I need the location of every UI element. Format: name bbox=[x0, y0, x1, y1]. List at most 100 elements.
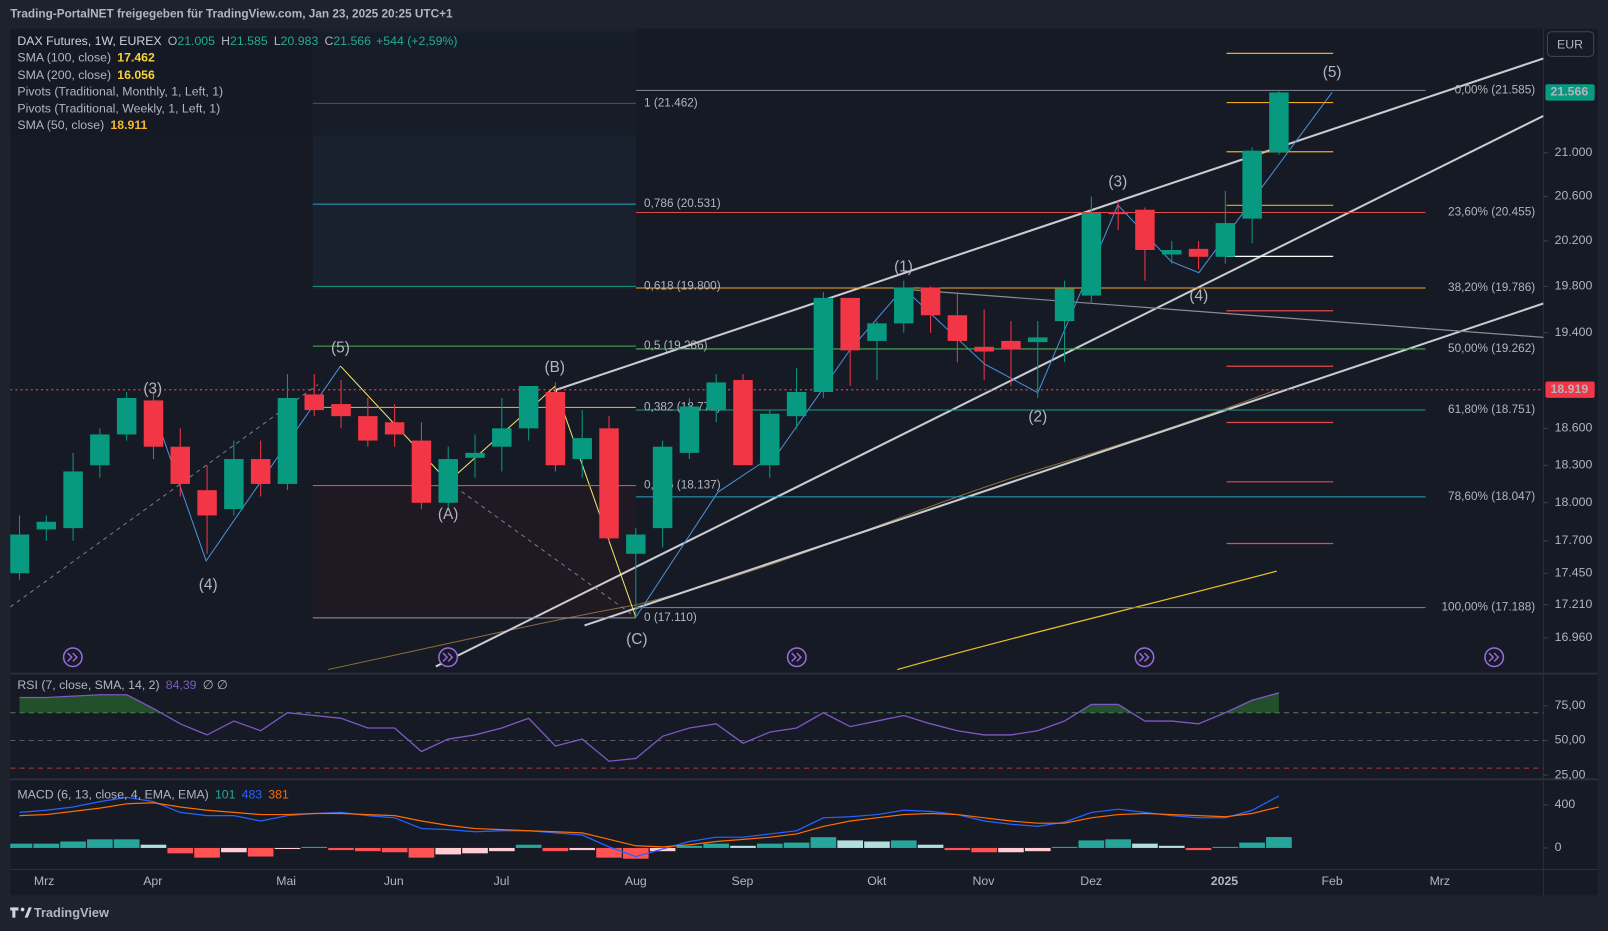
event-icon[interactable] bbox=[438, 647, 459, 668]
y-tick-label: 20.200 bbox=[1555, 233, 1593, 247]
candle-body bbox=[1028, 337, 1048, 343]
indicator-value: 16.056 bbox=[117, 68, 155, 82]
candle-body bbox=[599, 428, 619, 539]
x-tick-label: Jun bbox=[384, 874, 404, 888]
macd-value: 483 bbox=[242, 788, 263, 802]
y-tick-label: 18.600 bbox=[1555, 421, 1593, 435]
macd-value: 381 bbox=[268, 788, 289, 802]
x-tick-label: Feb bbox=[1322, 874, 1343, 888]
fib-label: 0,618 (19.800) bbox=[644, 280, 721, 293]
macd-histogram-bar bbox=[783, 842, 810, 848]
rsi-overbought-fill bbox=[19, 692, 1279, 713]
y-tick-label: 20.600 bbox=[1555, 189, 1593, 203]
macd-histogram-bar bbox=[890, 840, 917, 848]
main-pane: 0,00% (21.585) 23,60% (20.455) 38,20% (19.… bbox=[10, 28, 1544, 671]
macd-histogram-bar bbox=[596, 847, 622, 858]
macd-histogram-bar bbox=[1132, 843, 1158, 848]
x-tick-label: Mrz bbox=[34, 874, 55, 888]
macd-histogram-bar bbox=[1105, 839, 1131, 848]
candle-body bbox=[197, 490, 217, 516]
indicator-name: SMA (200, close) bbox=[17, 68, 111, 82]
wave-label: (4) bbox=[1189, 287, 1208, 304]
event-icon-arrows bbox=[791, 652, 802, 662]
y-tick-label: 18.000 bbox=[1555, 495, 1593, 509]
candle-body bbox=[1269, 92, 1289, 153]
wave-label: (5) bbox=[331, 340, 350, 357]
currency[interactable]: EUR bbox=[1557, 37, 1583, 51]
sma-200-line bbox=[897, 570, 1277, 671]
logo-part bbox=[12, 907, 16, 918]
candle-body bbox=[411, 440, 432, 503]
macd-histogram-bar bbox=[408, 847, 435, 858]
price-tag-label: 21.566 bbox=[1551, 85, 1589, 99]
wave-label: (5) bbox=[1323, 64, 1342, 81]
rsi-legend: RSI (7, close, SMA, 14, 2) 84,39 ∅ ∅ bbox=[17, 678, 227, 692]
macd-histogram-bar bbox=[328, 847, 354, 851]
event-icon[interactable] bbox=[1484, 647, 1505, 668]
y-tick-label: 19.400 bbox=[1555, 325, 1593, 339]
wave-label: (B) bbox=[545, 359, 566, 376]
x-tick-label: Okt bbox=[867, 874, 887, 888]
macd-histogram-bar bbox=[917, 844, 944, 848]
dashed-line bbox=[10, 384, 319, 608]
fib-label: 0 (17.110) bbox=[644, 611, 697, 624]
candle-body bbox=[947, 315, 968, 341]
fib-label: 38,20% (19.786) bbox=[1448, 281, 1535, 294]
event-icon[interactable] bbox=[62, 647, 83, 668]
currency-box[interactable] bbox=[1546, 31, 1595, 57]
y-tick-label: 0 bbox=[1555, 840, 1562, 854]
y-tick-label: 400 bbox=[1555, 797, 1576, 811]
candle-body bbox=[36, 521, 57, 530]
candle-body bbox=[1242, 150, 1262, 219]
macd-histogram-bar bbox=[60, 841, 86, 848]
macd-name: MACD (6, 13, close, 4, EMA, EMA) bbox=[17, 788, 208, 802]
logo-part bbox=[24, 907, 32, 918]
x-tick-label: Aug bbox=[625, 874, 647, 888]
y-tick-label: 17.210 bbox=[1555, 597, 1593, 611]
x-tick-label: Apr bbox=[143, 874, 162, 888]
candle-body bbox=[652, 446, 673, 529]
macd-histogram-bar bbox=[247, 847, 274, 857]
change: +544 (+2,59%) bbox=[376, 34, 457, 48]
ohlc-key: O bbox=[168, 34, 178, 48]
symbol: DAX Futures, 1W, EUREX bbox=[17, 34, 161, 48]
candle-body bbox=[760, 413, 780, 466]
candle-body bbox=[813, 297, 834, 393]
macd-histogram-bar bbox=[33, 843, 60, 848]
legend-line: DAX Futures, 1W, EUREX O21.005 H21.585 L20.… bbox=[17, 34, 457, 48]
candle-body bbox=[277, 398, 298, 484]
candle-body bbox=[894, 287, 914, 324]
event-icon[interactable] bbox=[786, 647, 807, 668]
x-tick-label: Nov bbox=[973, 874, 996, 888]
dashed-line bbox=[447, 481, 637, 618]
candle-body bbox=[90, 434, 110, 466]
candle-body bbox=[465, 452, 485, 458]
macd-histogram-bar bbox=[1266, 837, 1292, 848]
macd-histogram-bar bbox=[113, 839, 140, 848]
candle-body bbox=[1054, 288, 1075, 322]
ohlc-key: H bbox=[221, 34, 230, 48]
macd-histogram-bar bbox=[542, 847, 569, 852]
macd-legend: MACD (6, 13, close, 4, EMA, EMA) 101 483 38… bbox=[17, 788, 289, 802]
macd-histogram-bar bbox=[462, 847, 488, 854]
fib-zone bbox=[312, 486, 636, 619]
macd-histogram-bar bbox=[221, 847, 247, 853]
macd-histogram-bar bbox=[489, 847, 515, 852]
fib-label: 0,00% (21.585) bbox=[1455, 84, 1536, 97]
macd-histogram-bar bbox=[435, 847, 462, 855]
wave-label: (2) bbox=[1028, 408, 1047, 425]
ohlc-value: 21.005 bbox=[177, 34, 215, 48]
candle-body bbox=[679, 406, 700, 453]
candle-body bbox=[438, 459, 458, 503]
logo-part bbox=[20, 907, 25, 912]
candle-body bbox=[518, 386, 539, 429]
ohlc-key: C bbox=[324, 34, 333, 48]
trend-line bbox=[553, 57, 1544, 392]
candle-body bbox=[1188, 248, 1209, 257]
event-icon[interactable] bbox=[1134, 647, 1155, 668]
candle-body bbox=[867, 323, 887, 341]
event-icon-arrows bbox=[442, 652, 454, 662]
candle-body bbox=[1108, 211, 1128, 215]
